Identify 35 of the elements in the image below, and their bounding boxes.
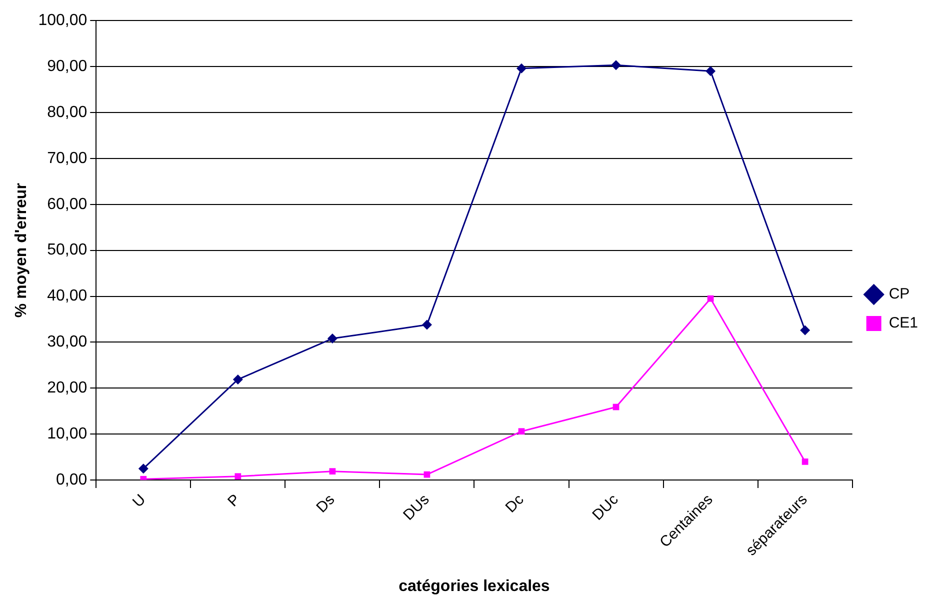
y-tick-label: 0,00 <box>56 471 88 488</box>
point <box>234 473 242 480</box>
point <box>518 428 525 435</box>
y-tick-label: 40,00 <box>47 288 88 305</box>
y-tick-label: 100,00 <box>38 12 88 30</box>
point <box>516 63 526 74</box>
point <box>232 374 243 384</box>
y-tick-label: 80,00 <box>47 104 88 121</box>
y-tick-label: 50,00 <box>47 242 88 259</box>
x-tick-label: Dc <box>502 490 528 516</box>
point <box>611 60 622 70</box>
point <box>140 476 147 480</box>
y-tick-label: 30,00 <box>47 334 88 351</box>
y-tick-label: 90,00 <box>47 58 88 75</box>
point <box>327 334 338 344</box>
x-tick-label: Ds <box>313 491 338 516</box>
point <box>802 458 808 465</box>
point <box>329 468 336 475</box>
x-axis-title: catégories lexicales <box>398 578 550 595</box>
y-tick-label: 70,00 <box>47 150 88 167</box>
point <box>706 66 716 76</box>
x-tick-label: P <box>224 491 244 510</box>
point <box>422 320 432 330</box>
point <box>138 464 148 474</box>
x-tick-label: DUc <box>589 490 622 524</box>
y-tick-label: 60,00 <box>47 196 88 213</box>
point <box>800 325 810 336</box>
y-tick-label: 10,00 <box>47 426 88 443</box>
point <box>707 295 714 302</box>
legend-label: CE1 <box>888 314 918 332</box>
x-tick-label: DUs <box>400 491 433 524</box>
legend-label: CP <box>888 286 910 303</box>
x-tick-label: U <box>129 491 150 511</box>
y-tick-label: 20,00 <box>47 380 88 397</box>
y-axis-title: % moyen d'erreur <box>13 183 30 318</box>
